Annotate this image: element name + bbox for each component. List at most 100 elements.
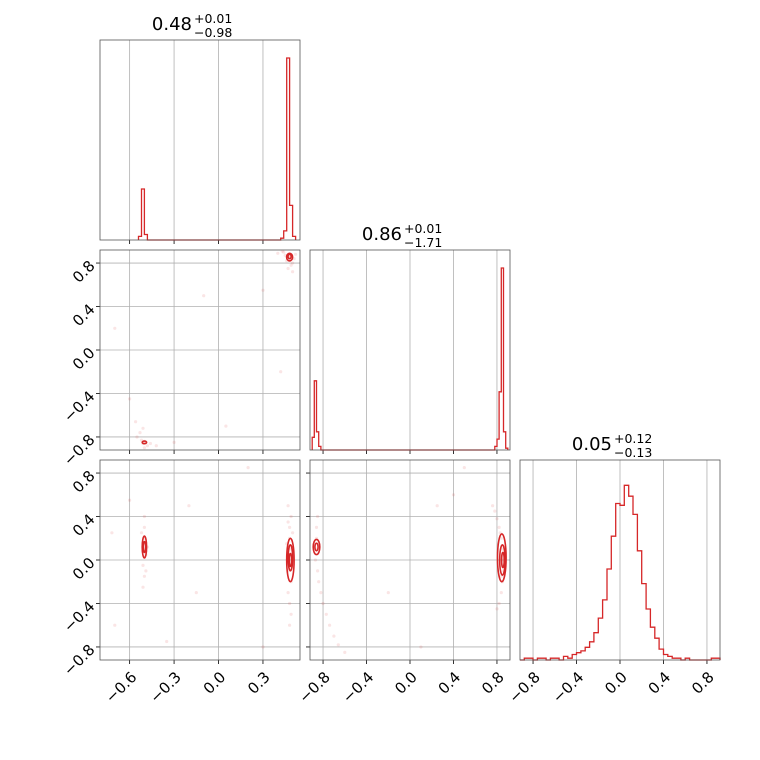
scatter-point	[134, 420, 138, 424]
title-plus: +0.01	[194, 11, 232, 26]
title-value: 0.48	[152, 14, 192, 35]
scatter-point	[286, 520, 290, 524]
density-contour	[285, 252, 294, 262]
density-contour	[287, 543, 294, 572]
scatter-point	[172, 440, 176, 444]
title-minus: −0.98	[194, 25, 232, 40]
scatter-point	[289, 514, 293, 519]
scatter-point	[317, 580, 321, 584]
scatter-point	[280, 250, 284, 253]
x-tick-label-p2: 0.0	[601, 668, 631, 698]
scatter-point	[343, 650, 347, 655]
scatter-point	[316, 569, 320, 573]
title-plus: +0.01	[404, 221, 442, 236]
x-tick-label-p2: 0.4	[645, 668, 675, 698]
density-contour	[500, 551, 506, 569]
scatter-point	[138, 431, 142, 435]
scatter-p0-p2-frame	[99, 459, 301, 661]
scatter-point	[113, 623, 117, 627]
density-contour	[498, 543, 506, 576]
scatter-point	[386, 591, 390, 595]
title-plus: +0.12	[614, 431, 652, 446]
x-tick-label-p1: −0.8	[295, 668, 333, 706]
scatter-point	[141, 585, 145, 589]
scatter-point	[291, 270, 295, 274]
x-tick-label-p0: 0.0	[200, 668, 230, 698]
scatter-p0-p2-marks	[110, 466, 295, 649]
scatter-point	[321, 601, 325, 606]
scatter-point	[499, 536, 503, 540]
scatter-point	[165, 639, 169, 644]
scatter-point	[451, 493, 456, 497]
scatter-point	[128, 498, 132, 502]
scatter-point	[288, 623, 292, 627]
y-tick-label-p1: 0.8	[69, 257, 99, 287]
scatter-point	[336, 643, 340, 647]
density-contour	[496, 533, 507, 583]
scatter-point	[276, 251, 280, 255]
density-contour	[142, 540, 147, 554]
scatter-point	[141, 426, 145, 430]
hist-p0-step	[137, 57, 297, 241]
x-tick-label-p0: 0.3	[244, 668, 274, 698]
scatter-point	[419, 645, 423, 649]
y-tick-label-p2: −0.8	[60, 641, 98, 679]
x-tick-label-p1: 0.8	[478, 668, 508, 698]
scatter-point	[239, 242, 242, 245]
scatter-point	[110, 531, 114, 535]
y-tick-label-p2: 0.4	[69, 510, 99, 540]
scatter-point	[314, 525, 319, 530]
scatter-point	[282, 250, 286, 254]
scatter-point	[269, 246, 272, 249]
density-contour	[312, 538, 321, 556]
density-contour	[141, 535, 148, 559]
title-value: 0.86	[362, 224, 402, 245]
hist-p2-frame	[519, 459, 721, 661]
x-tick-label-p0: −0.3	[146, 668, 184, 706]
scatter-point	[128, 397, 132, 401]
x-tick-label-p2: 0.8	[688, 668, 718, 698]
scatter-point	[500, 547, 504, 551]
y-tick-label-p1: 0.0	[69, 344, 99, 374]
scatter-point	[113, 326, 117, 330]
scatter-point	[286, 504, 290, 508]
hist-p1-frame	[309, 249, 511, 451]
scatter-point	[142, 514, 146, 519]
scatter-point	[286, 266, 290, 271]
density-contour	[288, 552, 293, 568]
scatter-point	[313, 558, 317, 562]
density-contour	[285, 537, 295, 583]
y-tick-label-p1: −0.8	[60, 431, 98, 469]
scatter-point	[288, 525, 292, 530]
scatter-point	[435, 504, 439, 508]
scatter-point	[291, 531, 295, 535]
scatter-point	[194, 591, 198, 595]
scatter-point	[495, 517, 499, 521]
scatter-point	[495, 607, 499, 611]
hist-p0-title: 0.48 +0.01−0.98	[152, 11, 232, 40]
x-tick-label-p0: −0.6	[102, 668, 140, 706]
scatter-point	[145, 444, 149, 448]
scatter-point	[261, 645, 265, 649]
scatter-point	[141, 563, 145, 568]
scatter-point	[261, 288, 265, 292]
hist-p2-title: 0.05 +0.12−0.13	[572, 431, 652, 460]
x-tick-label-p1: 0.0	[391, 668, 421, 698]
scatter-point	[324, 612, 328, 616]
scatter-point	[493, 509, 497, 513]
y-tick-label-p2: 0.8	[69, 467, 99, 497]
scatter-point	[319, 591, 323, 595]
scatter-point	[499, 591, 503, 595]
scatter-point	[139, 531, 144, 535]
x-tick-label-p1: −0.4	[339, 668, 377, 706]
scatter-point	[497, 525, 501, 530]
scatter-point	[142, 574, 146, 578]
x-tick-label-p1: 0.4	[435, 668, 465, 698]
hist-p1-title: 0.86 +0.01−1.71	[362, 221, 442, 250]
y-tick-label-p1: −0.4	[60, 387, 98, 425]
hist-p2-step	[520, 484, 721, 661]
scatter-point	[154, 444, 158, 448]
hist-p0-frame	[99, 39, 301, 241]
scatter-point	[254, 245, 257, 248]
density-contour	[314, 542, 319, 552]
